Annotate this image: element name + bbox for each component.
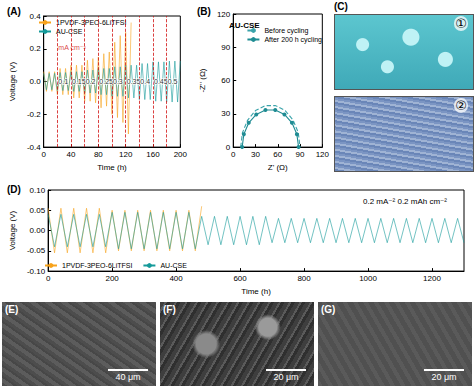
html-text:①: ① (455, 16, 467, 31)
svg-text:90: 90 (296, 150, 305, 159)
html-text:(F): (F) (163, 304, 176, 315)
html-text:(E): (E) (5, 304, 19, 315)
svg-text:1PVDF-3PEO-6LiTFSI: 1PVDF-3PEO-6LiTFSI (56, 19, 126, 26)
svg-text:120: 120 (119, 150, 133, 159)
svg-text:120: 120 (316, 150, 330, 159)
svg-text:0.1: 0.1 (58, 78, 68, 85)
svg-text:Before cycling: Before cycling (264, 27, 308, 35)
svg-text:0.2 mA⁻² 0.2 mAh cm⁻²: 0.2 mA⁻² 0.2 mAh cm⁻² (363, 197, 447, 206)
svg-text:0: 0 (46, 274, 51, 283)
svg-text:600: 600 (233, 274, 247, 283)
svg-text:AU-CSE: AU-CSE (160, 262, 187, 269)
html-text:②: ② (455, 98, 467, 113)
svg-text:0.25: 0.25 (99, 78, 113, 85)
html-text:(C): (C) (334, 1, 348, 12)
svg-text:0: 0 (231, 150, 236, 159)
svg-text:mA cm⁻²: mA cm⁻² (58, 44, 86, 51)
svg-text:0.0: 0.0 (30, 77, 42, 86)
svg-text:-0.4: -0.4 (27, 143, 41, 152)
svg-text:(D): (D) (7, 184, 21, 195)
svg-text:Z' (Ω): Z' (Ω) (268, 163, 288, 172)
svg-text:1PVDF-3PEO-6LiTFSI: 1PVDF-3PEO-6LiTFSI (62, 262, 132, 269)
svg-text:After 200 h cycling: After 200 h cycling (264, 36, 322, 44)
svg-text:-Z'' (Ω): -Z'' (Ω) (198, 68, 207, 92)
svg-text:0.45: 0.45 (154, 78, 168, 85)
svg-text:0.3: 0.3 (113, 78, 123, 85)
svg-text:0.15: 0.15 (72, 78, 86, 85)
svg-text:0.2: 0.2 (30, 44, 42, 53)
svg-text:Time (h): Time (h) (97, 163, 127, 172)
svg-text:30: 30 (251, 150, 260, 159)
svg-text:(A): (A) (7, 6, 21, 17)
svg-text:0.2: 0.2 (86, 78, 96, 85)
svg-text:-0.2: -0.2 (27, 110, 41, 119)
svg-text:0.05: 0.05 (30, 206, 46, 215)
svg-text:90: 90 (221, 43, 230, 52)
svg-text:-0.10: -0.10 (27, 267, 46, 276)
svg-text:(B): (B) (197, 6, 211, 17)
html-text:20 μm: 20 μm (431, 372, 457, 382)
svg-text:Voltage (V): Voltage (V) (8, 61, 17, 101)
svg-text:Time (h): Time (h) (241, 287, 271, 296)
svg-text:0.4: 0.4 (30, 12, 42, 21)
svg-text:200: 200 (105, 274, 119, 283)
svg-text:60: 60 (273, 150, 282, 159)
svg-text:AU-CSE: AU-CSE (229, 21, 260, 30)
svg-text:0.10: 0.10 (30, 186, 46, 195)
svg-text:160: 160 (146, 150, 160, 159)
svg-text:400: 400 (169, 274, 183, 283)
svg-text:80: 80 (94, 150, 103, 159)
svg-text:30: 30 (221, 109, 230, 118)
svg-text:0.00: 0.00 (30, 226, 46, 235)
svg-text:Voltage (V): Voltage (V) (8, 210, 17, 250)
svg-text:1000: 1000 (359, 274, 377, 283)
html-text:40 μm: 40 μm (115, 372, 141, 382)
html-text:20 μm: 20 μm (273, 372, 299, 382)
svg-text:0: 0 (41, 150, 46, 159)
svg-text:0: 0 (225, 142, 231, 152)
svg-text:0.35: 0.35 (127, 78, 141, 85)
html-text:(G): (G) (321, 304, 336, 315)
svg-text:800: 800 (297, 274, 311, 283)
svg-text:200: 200 (174, 150, 188, 159)
svg-text:40: 40 (67, 150, 76, 159)
svg-text:120: 120 (217, 10, 231, 19)
svg-text:AU-CSE: AU-CSE (56, 28, 83, 35)
svg-text:1200: 1200 (423, 274, 441, 283)
svg-text:0.4: 0.4 (140, 78, 150, 85)
svg-text:60: 60 (221, 76, 230, 85)
svg-text:0.5: 0.5 (168, 78, 178, 85)
svg-text:-0.05: -0.05 (27, 246, 46, 255)
